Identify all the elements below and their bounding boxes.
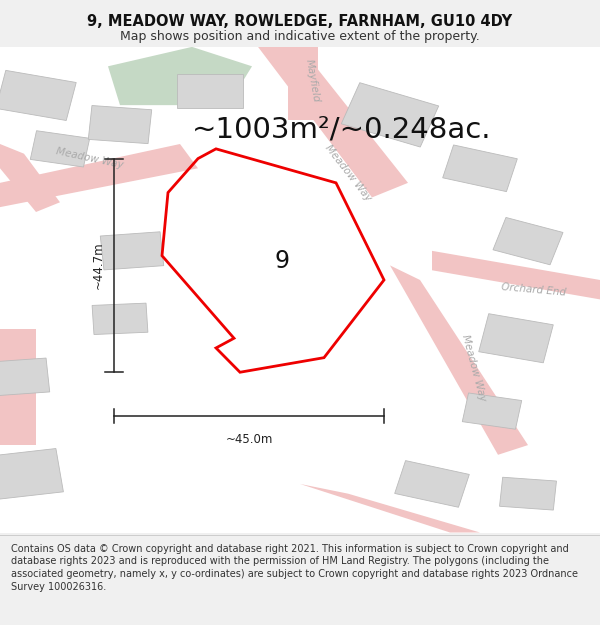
Text: Meadow Way: Meadow Way — [323, 143, 373, 203]
Polygon shape — [30, 131, 90, 167]
Polygon shape — [0, 47, 600, 532]
Text: 9, MEADOW WAY, ROWLEDGE, FARNHAM, GU10 4DY: 9, MEADOW WAY, ROWLEDGE, FARNHAM, GU10 4… — [88, 14, 512, 29]
Text: Orchard End: Orchard End — [501, 282, 567, 298]
Polygon shape — [0, 144, 198, 207]
Polygon shape — [0, 71, 76, 121]
Text: Map shows position and indicative extent of the property.: Map shows position and indicative extent… — [120, 30, 480, 42]
Text: Contains OS data © Crown copyright and database right 2021. This information is : Contains OS data © Crown copyright and d… — [11, 544, 578, 592]
Polygon shape — [300, 484, 480, 532]
Text: Meadow Way: Meadow Way — [460, 333, 488, 402]
Polygon shape — [443, 145, 517, 192]
Polygon shape — [390, 266, 528, 455]
Polygon shape — [493, 217, 563, 265]
Polygon shape — [395, 461, 469, 508]
Text: ~1003m²/~0.248ac.: ~1003m²/~0.248ac. — [192, 116, 491, 143]
Polygon shape — [288, 47, 318, 120]
Polygon shape — [108, 47, 252, 105]
Polygon shape — [88, 106, 152, 144]
Polygon shape — [92, 303, 148, 334]
Polygon shape — [0, 329, 36, 445]
Text: ~45.0m: ~45.0m — [226, 433, 272, 446]
Polygon shape — [500, 478, 556, 510]
Polygon shape — [0, 358, 50, 396]
Polygon shape — [479, 314, 553, 362]
Text: Meadow Way: Meadow Way — [55, 146, 125, 171]
Text: 9: 9 — [275, 249, 290, 272]
Polygon shape — [0, 144, 60, 212]
Polygon shape — [100, 232, 164, 270]
Polygon shape — [177, 74, 243, 108]
Polygon shape — [432, 251, 600, 299]
Text: ~44.7m: ~44.7m — [92, 242, 105, 289]
Polygon shape — [0, 449, 64, 500]
Text: Mayfield: Mayfield — [303, 58, 321, 103]
Polygon shape — [341, 82, 439, 147]
Polygon shape — [462, 393, 522, 429]
Polygon shape — [258, 47, 408, 198]
